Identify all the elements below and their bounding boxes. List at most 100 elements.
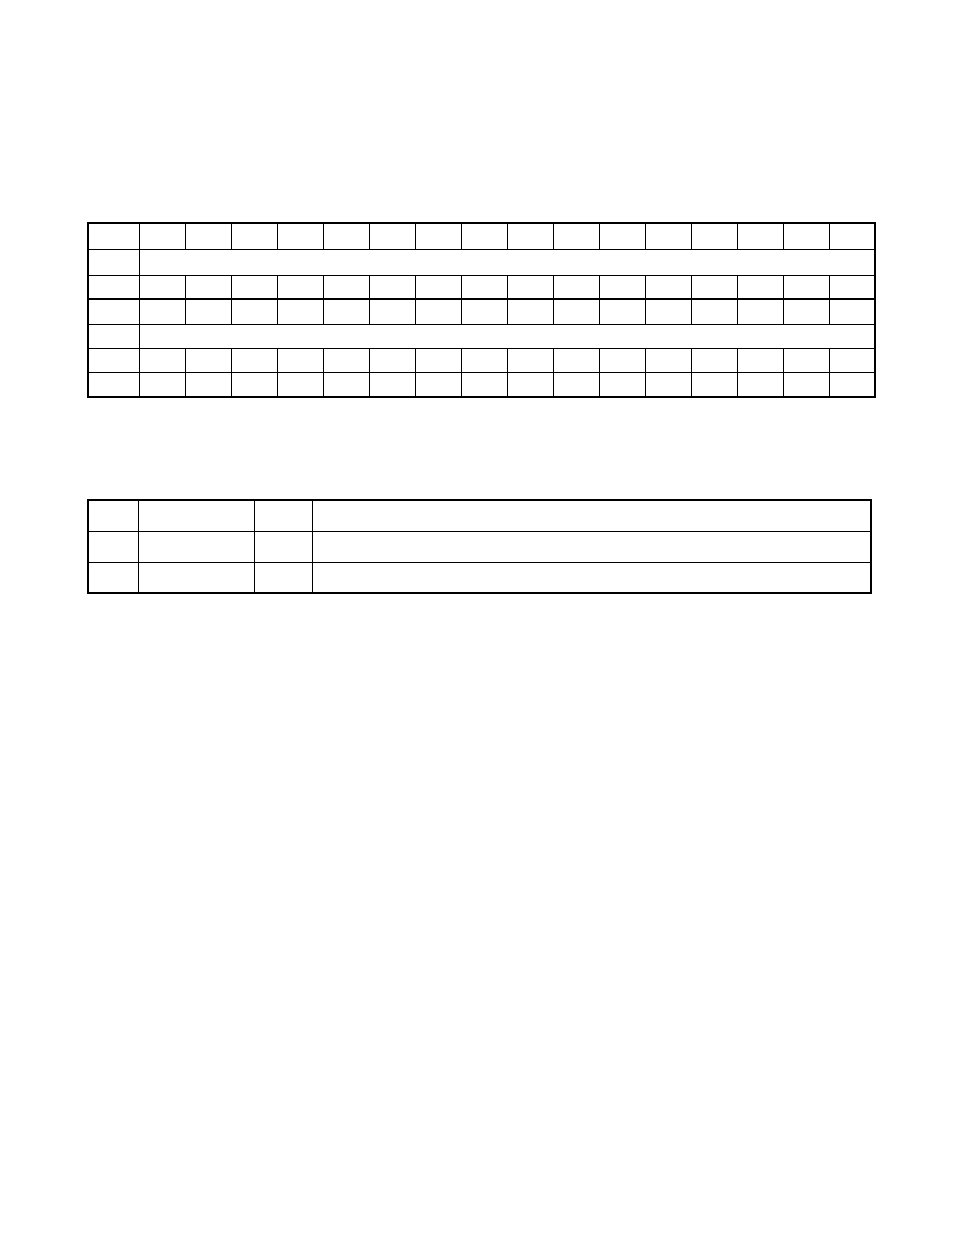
table1-r5-c7 [415, 348, 461, 372]
table2-r1-c1 [138, 531, 254, 562]
table1-r6-c10 [553, 372, 599, 397]
table1-r0-c10 [553, 223, 599, 249]
table1-r2-c15 [783, 275, 829, 299]
table2-r2-c1 [138, 562, 254, 593]
table1-r0-c14 [737, 223, 783, 249]
table1-r2-c12 [645, 275, 691, 299]
table1-r0-c4 [277, 223, 323, 249]
table1-r3-c7 [415, 299, 461, 324]
table1-r3-c0 [88, 299, 139, 324]
table1-r6-c14 [737, 372, 783, 397]
table1-r6-c3 [231, 372, 277, 397]
table1-r5-c15 [783, 348, 829, 372]
table1-r0-c1 [139, 223, 185, 249]
table1-r5-c0 [88, 348, 139, 372]
table1-r6-c9 [507, 372, 553, 397]
table1-r2-c13 [691, 275, 737, 299]
table1-r3-c15 [783, 299, 829, 324]
table1-r6-c15 [783, 372, 829, 397]
table1-r3-c8 [461, 299, 507, 324]
table1-r0-c2 [185, 223, 231, 249]
table1-r0-c7 [415, 223, 461, 249]
table1-r6-c11 [599, 372, 645, 397]
table1-r0-c3 [231, 223, 277, 249]
table1-r5-c16 [829, 348, 875, 372]
table1-r5-c14 [737, 348, 783, 372]
table1-r3-c11 [599, 299, 645, 324]
table1-r5-c4 [277, 348, 323, 372]
table1-r5-c10 [553, 348, 599, 372]
table1-r0-c9 [507, 223, 553, 249]
table1-r5-c3 [231, 348, 277, 372]
table2-r2-c0 [88, 562, 138, 593]
table1-r6-c13 [691, 372, 737, 397]
table1-r0-c16 [829, 223, 875, 249]
table1-r2-c11 [599, 275, 645, 299]
grid-table-bottom [87, 499, 870, 594]
table1-r5-c6 [369, 348, 415, 372]
table1-r2-c8 [461, 275, 507, 299]
table1-r6-c0 [88, 372, 139, 397]
table1-r6-c6 [369, 372, 415, 397]
table2-r0-c3 [312, 500, 871, 531]
table1-r3-c10 [553, 299, 599, 324]
grid-table-top [87, 222, 870, 398]
table1-r6-c7 [415, 372, 461, 397]
table1-r2-c16 [829, 275, 875, 299]
table1-r3-c13 [691, 299, 737, 324]
table1-r5-c5 [323, 348, 369, 372]
table1-r2-c2 [185, 275, 231, 299]
table1-r2-c14 [737, 275, 783, 299]
table1-r2-c10 [553, 275, 599, 299]
table1-r5-c13 [691, 348, 737, 372]
table-2 [87, 499, 872, 594]
table1-row1-span-cell [139, 249, 875, 275]
table2-r0-c0 [88, 500, 138, 531]
table1-r0-c5 [323, 223, 369, 249]
table1-r3-c12 [645, 299, 691, 324]
table1-r0-c8 [461, 223, 507, 249]
table1-r6-c2 [185, 372, 231, 397]
table1-r0-c11 [599, 223, 645, 249]
table1-r5-c1 [139, 348, 185, 372]
table1-r0-c6 [369, 223, 415, 249]
table1-r2-c6 [369, 275, 415, 299]
table1-r6-c12 [645, 372, 691, 397]
table1-r3-c3 [231, 299, 277, 324]
table2-r1-c3 [312, 531, 871, 562]
table1-r5-c8 [461, 348, 507, 372]
table1-r5-c11 [599, 348, 645, 372]
table1-row1-label-cell [88, 249, 139, 275]
table1-r6-c5 [323, 372, 369, 397]
table1-r5-c9 [507, 348, 553, 372]
table1-r2-c7 [415, 275, 461, 299]
table2-r1-c2 [254, 531, 312, 562]
table1-row4-label-cell [88, 324, 139, 348]
table1-r3-c9 [507, 299, 553, 324]
table2-r0-c2 [254, 500, 312, 531]
table1-row4-span-cell [139, 324, 875, 348]
table1-r3-c2 [185, 299, 231, 324]
table1-r6-c16 [829, 372, 875, 397]
table1-r0-c0 [88, 223, 139, 249]
table1-r3-c5 [323, 299, 369, 324]
table1-r2-c0 [88, 275, 139, 299]
table1-r0-c15 [783, 223, 829, 249]
table1-r2-c5 [323, 275, 369, 299]
table1-r3-c4 [277, 299, 323, 324]
table2-r0-c1 [138, 500, 254, 531]
table1-r6-c8 [461, 372, 507, 397]
table1-r2-c3 [231, 275, 277, 299]
table1-r3-c14 [737, 299, 783, 324]
table1-r3-c1 [139, 299, 185, 324]
table1-r0-c12 [645, 223, 691, 249]
table1-r3-c6 [369, 299, 415, 324]
table1-r5-c2 [185, 348, 231, 372]
table1-r2-c4 [277, 275, 323, 299]
table1-r2-c9 [507, 275, 553, 299]
table1-r6-c1 [139, 372, 185, 397]
table1-r6-c4 [277, 372, 323, 397]
table1-r0-c13 [691, 223, 737, 249]
table-1 [87, 222, 876, 398]
table1-r3-c16 [829, 299, 875, 324]
